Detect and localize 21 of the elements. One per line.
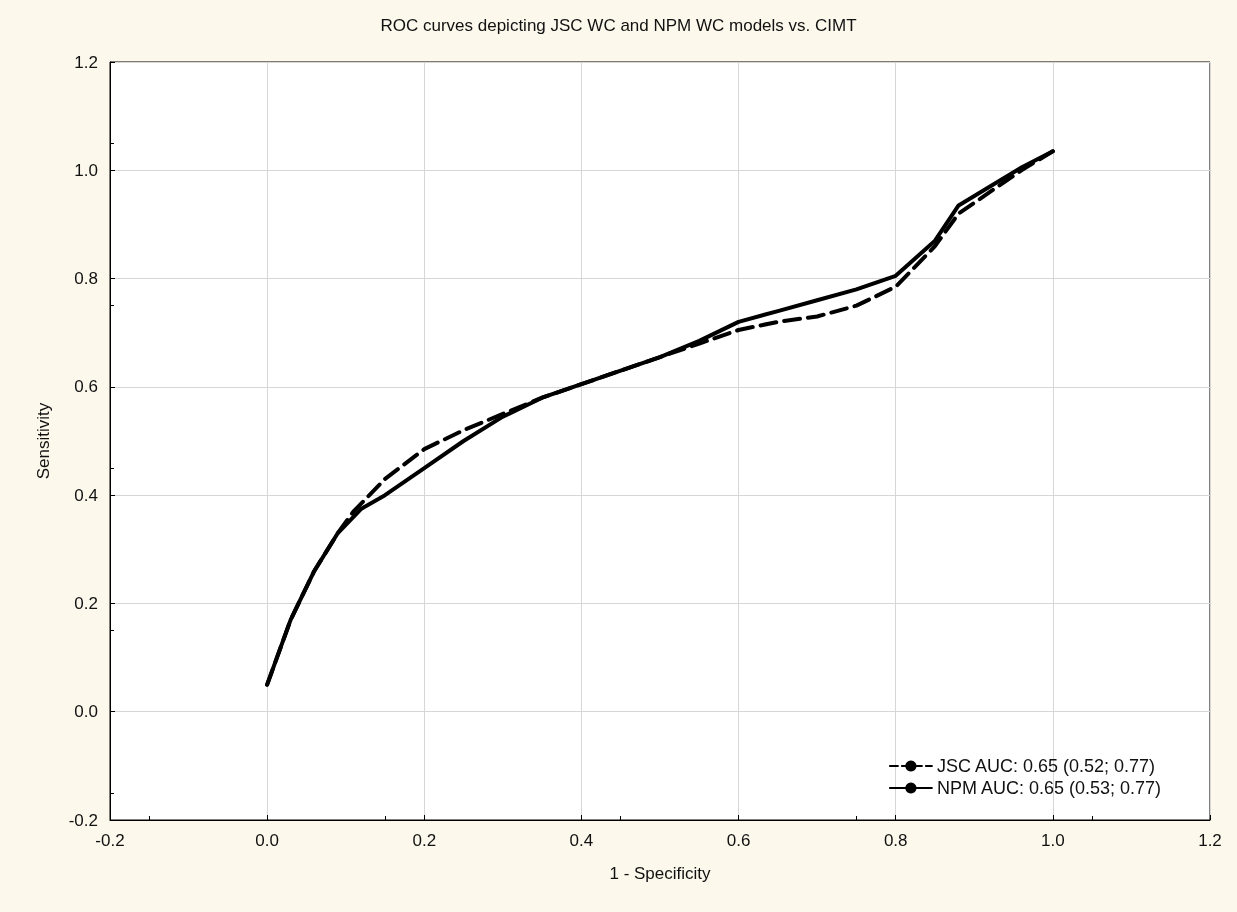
x-tick-label: 0.0 bbox=[255, 831, 279, 850]
y-tick-label: 0.6 bbox=[74, 377, 98, 397]
y-tick-label: 0.4 bbox=[74, 485, 98, 505]
y-tick-label: 0.0 bbox=[74, 702, 98, 722]
x-tick-label: 1.0 bbox=[1041, 831, 1065, 850]
x-tick-label: 0.8 bbox=[883, 831, 908, 850]
legend-label: NPM AUC: 0.65 (0.53; 0.77) bbox=[936, 778, 1162, 798]
x-tick-label: 0.6 bbox=[726, 831, 751, 850]
y-tick-label: 1.2 bbox=[74, 52, 98, 72]
y-axis-title: Sensitivity bbox=[34, 402, 53, 480]
y-tick-label: -0.2 bbox=[68, 810, 98, 830]
y-tick-label: 0.2 bbox=[74, 593, 98, 613]
x-tick-label: 1.2 bbox=[1198, 831, 1222, 850]
chart-title: ROC curves depicting JSC WC and NPM WC models vs. CIMT bbox=[380, 16, 857, 35]
x-tick-label: 0.2 bbox=[412, 831, 437, 850]
x-axis-title: 1 - Specificity bbox=[609, 864, 712, 883]
y-tick-label: 0.8 bbox=[74, 269, 98, 289]
x-tick-label: -0.2 bbox=[95, 831, 125, 850]
y-tick-label: 1.0 bbox=[74, 160, 98, 180]
legend-label: JSC AUC: 0.65 (0.52; 0.77) bbox=[936, 756, 1156, 776]
x-tick-label: 0.4 bbox=[569, 831, 594, 850]
